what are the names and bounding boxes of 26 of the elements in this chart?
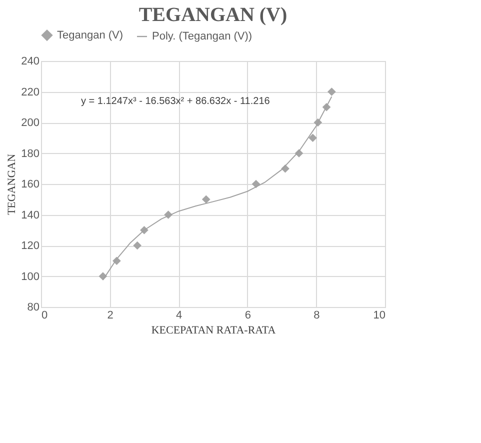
y-tick-label: 140	[21, 209, 40, 222]
point	[308, 134, 317, 142]
x-tick-label: 4	[176, 310, 182, 322]
y-tick-label: 200	[21, 117, 40, 129]
x-tick-label: 2	[107, 310, 114, 322]
x-tick-label: 6	[244, 310, 251, 322]
point	[202, 195, 210, 204]
y-tick-label: 180	[21, 148, 40, 160]
x-tick-label: 0	[42, 310, 48, 322]
y-tick-label: 120	[21, 240, 40, 252]
legend-label: Poly. (Tegangan (V))	[152, 30, 252, 42]
annotation: y = 1.1247x³ - 16.563x² + 86.632x - 11.216	[81, 96, 270, 107]
point	[133, 241, 142, 250]
chart-title: TEGANGAN (V)	[138, 4, 288, 26]
y-tick-label: 240	[21, 56, 40, 68]
y-tick-label: 100	[21, 270, 40, 283]
point	[327, 88, 336, 96]
y-tick-label: 80	[27, 302, 40, 314]
legend-label: Tegangan (V)	[57, 29, 124, 42]
y-tick-label: 160	[21, 178, 40, 190]
point	[252, 180, 260, 188]
x-tick-label: 8	[314, 310, 320, 322]
x-tick-label: 10	[373, 310, 386, 322]
y-tick-label: 220	[21, 86, 40, 98]
x-axis-title: KECEPATAN RATA-RATA	[151, 324, 276, 336]
y-axis-title: TEGANGAN	[6, 154, 18, 216]
